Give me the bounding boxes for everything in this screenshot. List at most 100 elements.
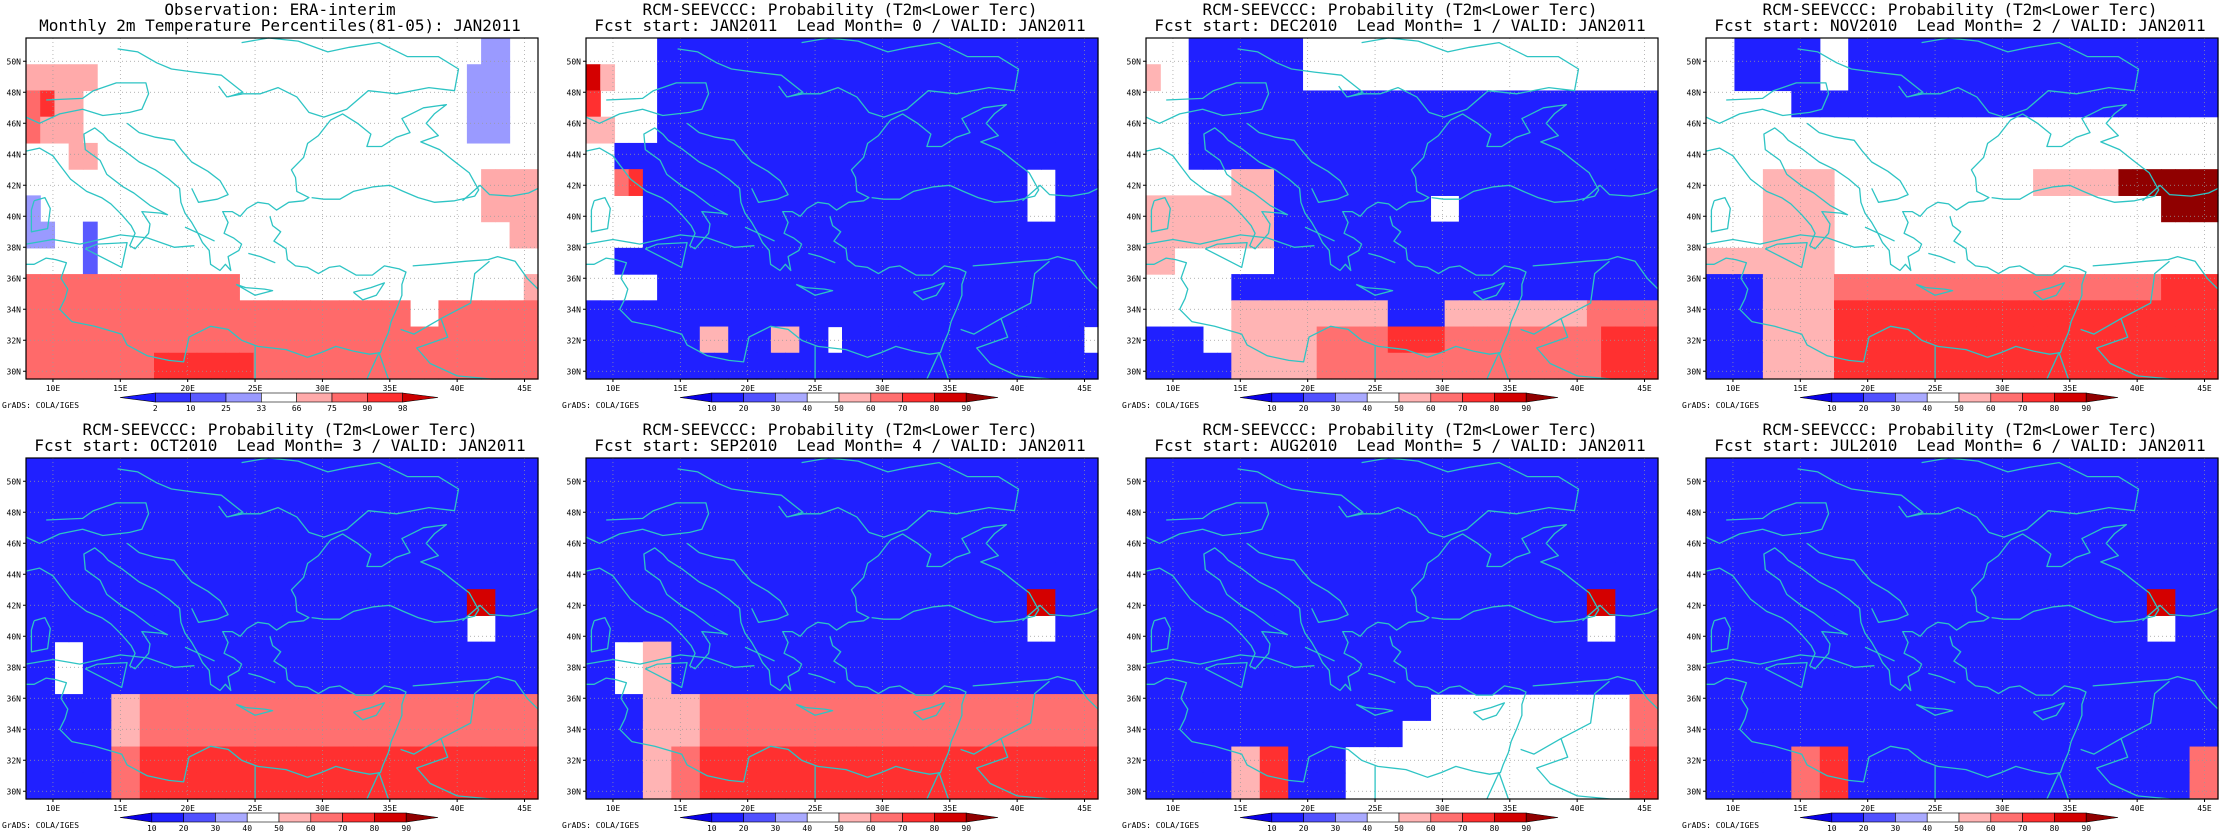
map-cell	[955, 667, 971, 695]
map-cell	[1231, 536, 1247, 564]
map-cell	[2104, 694, 2120, 721]
map-cell	[253, 484, 269, 512]
map-cell	[1572, 641, 1588, 669]
map-cell	[1706, 746, 1721, 774]
map-cell	[466, 562, 482, 590]
colorbar-segment	[1239, 812, 1273, 823]
map-cell	[657, 221, 672, 249]
map-cell	[296, 589, 312, 616]
map-cell	[1643, 458, 1659, 485]
colorbar-label: 60	[1426, 404, 1436, 413]
map-cell	[728, 116, 744, 144]
map-cell	[970, 195, 985, 223]
map-cell	[2104, 589, 2120, 616]
map-cell	[785, 589, 800, 616]
map-cell	[2061, 274, 2077, 301]
map-cell	[600, 536, 616, 564]
map-cell	[1402, 169, 1417, 196]
colorbar-label: 30	[1891, 824, 1901, 833]
map-cell	[1473, 510, 1488, 538]
lat-tick-label: 34N	[1687, 305, 1702, 314]
map-cell	[1805, 64, 1821, 92]
map-cell	[941, 536, 957, 564]
map-cell	[210, 589, 226, 616]
map-cell	[1720, 694, 1736, 721]
map-cell	[1862, 90, 1878, 118]
map-cell	[2189, 694, 2205, 721]
map-cell	[1947, 694, 1963, 721]
map-cell	[1876, 562, 1892, 590]
coastline	[590, 616, 611, 653]
coastline	[416, 680, 521, 800]
map-cell	[870, 64, 886, 92]
map-cell	[898, 536, 914, 564]
map-cell	[40, 746, 56, 774]
map-cell	[1012, 64, 1028, 92]
map-cell	[984, 772, 1000, 800]
map-cell	[1501, 589, 1517, 616]
map-cell	[1601, 195, 1616, 223]
map-cell	[2104, 169, 2120, 196]
map-cell	[1762, 274, 1778, 301]
map-cell	[1387, 510, 1403, 538]
map-cell	[1558, 326, 1574, 354]
map-cell	[1316, 615, 1332, 643]
map-cell	[728, 300, 744, 328]
map-cells	[26, 458, 539, 800]
map-cell	[1572, 484, 1588, 512]
map-cell	[1402, 510, 1417, 538]
map-cell	[756, 221, 772, 249]
map-cell	[1316, 116, 1332, 144]
map-cell	[1069, 274, 1085, 301]
map-cell	[1976, 615, 1992, 643]
map-cell	[813, 90, 829, 118]
map-cell	[154, 720, 169, 748]
map-cell	[2118, 694, 2134, 721]
map-cell	[2047, 667, 2063, 695]
map-cell	[1402, 458, 1417, 485]
coastlines	[1145, 457, 1659, 800]
map-cell	[125, 536, 141, 564]
map-cell	[1501, 326, 1517, 354]
map-cell	[1012, 458, 1028, 485]
map-cell	[2118, 274, 2134, 301]
map-cell	[1586, 221, 1602, 249]
map-cell	[1501, 221, 1517, 249]
graticule	[1706, 458, 2218, 799]
map-cell	[139, 458, 155, 485]
map-cell	[600, 484, 616, 512]
coastline	[366, 351, 390, 380]
map-cell	[657, 641, 672, 669]
map-cell	[1026, 772, 1042, 800]
map-cell	[1601, 484, 1616, 512]
map-cell	[1791, 484, 1807, 512]
map-cell	[842, 458, 857, 485]
map-cell	[1012, 746, 1028, 774]
map-cell	[210, 772, 226, 800]
map-cell	[1416, 247, 1432, 275]
map-cell	[1777, 352, 1792, 380]
map-cell	[1069, 746, 1085, 774]
colorbar: 10 20 30 40 50 60 70 80 90	[1799, 812, 2119, 833]
map-cell	[2075, 90, 2091, 118]
map-cell	[40, 116, 56, 144]
map-cell	[1876, 38, 1892, 65]
map-cell	[785, 142, 800, 170]
map-cell	[1416, 116, 1432, 144]
map-cell	[2075, 274, 2091, 301]
map-cell	[671, 720, 687, 748]
colorbar-label: 50	[834, 404, 844, 413]
colorbar-label: 40	[802, 824, 812, 833]
map-panel-lead-3: RCM-SEEVCCC: Probability (T2m<Lower Terc…	[0, 420, 560, 840]
map-cell	[1012, 589, 1028, 616]
map-cell	[699, 274, 715, 301]
map-cell	[1734, 300, 1750, 328]
map-cell	[870, 641, 886, 669]
map-cell	[267, 720, 283, 748]
coastline	[1246, 122, 1349, 203]
map-cell	[1487, 458, 1503, 485]
map-cell	[1762, 615, 1778, 643]
map-cell	[111, 352, 127, 380]
map-cell	[785, 38, 800, 65]
map-cell	[685, 772, 701, 800]
